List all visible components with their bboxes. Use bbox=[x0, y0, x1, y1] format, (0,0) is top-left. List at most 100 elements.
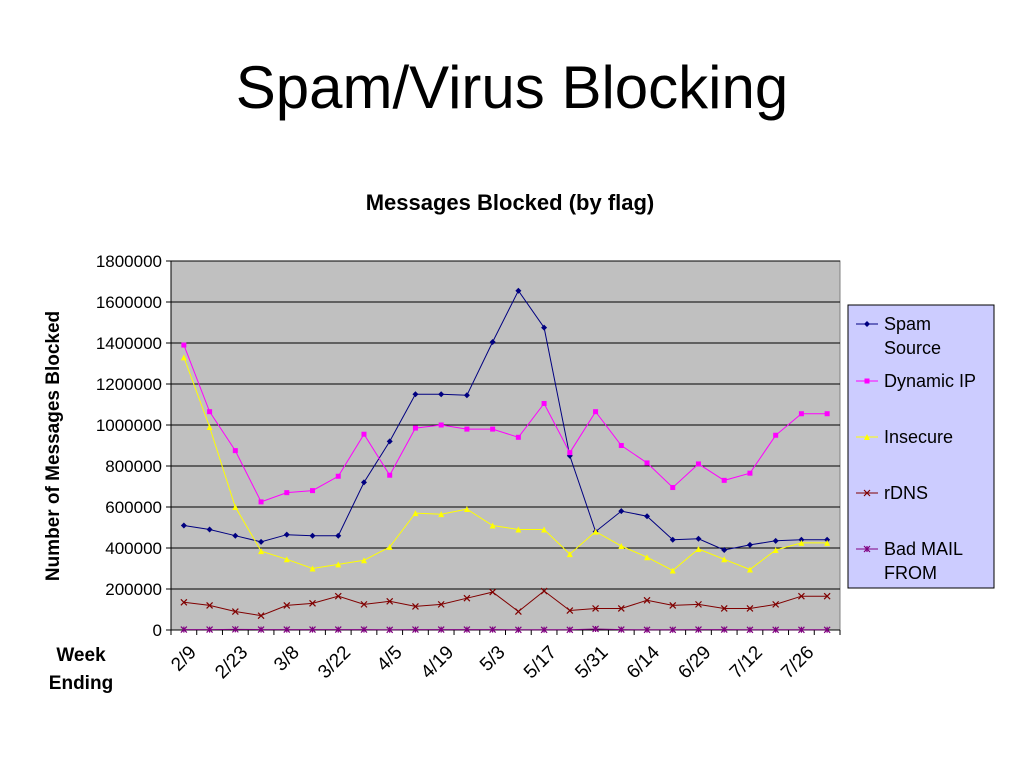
data-point bbox=[232, 448, 238, 454]
legend-entry: rDNS bbox=[856, 483, 928, 503]
data-point bbox=[617, 605, 625, 612]
x-tick-label: 5/17 bbox=[520, 642, 561, 683]
data-point bbox=[746, 626, 754, 634]
data-point bbox=[798, 536, 805, 543]
x-axis-label-line: Ending bbox=[49, 673, 113, 694]
data-point bbox=[360, 600, 368, 608]
y-tick-label: 800000 bbox=[105, 457, 162, 476]
data-point bbox=[180, 598, 188, 606]
data-point bbox=[864, 321, 870, 327]
data-point bbox=[309, 532, 316, 539]
y-tick-label: 1800000 bbox=[96, 252, 162, 271]
data-point bbox=[695, 600, 702, 608]
data-point bbox=[669, 536, 676, 543]
data-point bbox=[181, 342, 187, 348]
data-point bbox=[823, 626, 831, 634]
legend-label: Insecure bbox=[884, 427, 953, 447]
data-point bbox=[721, 547, 728, 554]
data-point bbox=[464, 426, 470, 432]
data-point bbox=[412, 425, 418, 431]
data-point bbox=[232, 504, 239, 510]
data-point bbox=[541, 400, 547, 406]
y-tick-label: 200000 bbox=[105, 580, 162, 599]
data-point bbox=[541, 526, 548, 533]
series-line bbox=[183, 357, 828, 572]
legend-label: Spam Source bbox=[884, 314, 941, 358]
data-point bbox=[412, 603, 419, 610]
gridlines bbox=[171, 260, 840, 590]
x-tick-label: 7/26 bbox=[777, 642, 818, 683]
data-point bbox=[695, 626, 702, 634]
data-point bbox=[361, 431, 367, 437]
x-axis-ticks: 2/9 2/23 3/8 3/22 4/5 4/19 5/3 5/17 5/31 6/14 6/29… bbox=[167, 629, 841, 683]
legend-entry: Bad MAIL FROM bbox=[856, 539, 963, 583]
data-point bbox=[823, 592, 831, 600]
data-point bbox=[258, 499, 264, 505]
data-point bbox=[232, 532, 239, 539]
data-point bbox=[309, 565, 316, 572]
data-point bbox=[669, 601, 677, 609]
data-point bbox=[180, 626, 188, 634]
data-point bbox=[721, 477, 727, 483]
x-axis-label: Week Ending bbox=[49, 645, 113, 694]
x-tick-label: 3/8 bbox=[270, 642, 304, 676]
data-point bbox=[360, 557, 367, 564]
data-point bbox=[489, 522, 496, 529]
data-point bbox=[437, 626, 445, 634]
data-point bbox=[863, 489, 871, 497]
data-point bbox=[540, 626, 548, 634]
data-point bbox=[772, 547, 779, 554]
data-point bbox=[386, 543, 393, 550]
data-point bbox=[334, 626, 342, 634]
legend: Spam Source Dynamic IP Insecure rDNS Bad MAIL… bbox=[847, 304, 995, 589]
data-point bbox=[335, 532, 342, 539]
data-point bbox=[540, 587, 548, 595]
legend-box bbox=[847, 304, 995, 589]
series-line bbox=[183, 289, 828, 551]
data-point bbox=[490, 426, 496, 432]
data-point bbox=[695, 546, 702, 553]
data-point bbox=[567, 450, 573, 456]
data-point bbox=[206, 601, 214, 609]
data-point bbox=[864, 434, 870, 440]
data-point bbox=[360, 479, 367, 486]
data-point bbox=[618, 443, 624, 448]
data-point bbox=[618, 508, 625, 515]
y-tick-label: 600000 bbox=[105, 498, 162, 517]
data-point bbox=[463, 392, 470, 399]
data-point bbox=[309, 599, 316, 607]
data-point bbox=[438, 391, 445, 398]
data-point bbox=[541, 324, 548, 331]
data-point bbox=[489, 588, 497, 596]
data-point bbox=[772, 537, 779, 544]
data-point bbox=[670, 485, 676, 491]
data-point bbox=[231, 608, 239, 615]
data-point bbox=[310, 488, 316, 494]
data-point bbox=[257, 612, 265, 620]
data-point bbox=[463, 626, 471, 634]
data-point bbox=[798, 411, 804, 417]
data-point bbox=[514, 626, 522, 634]
data-point bbox=[257, 626, 265, 634]
series-rdns bbox=[180, 587, 831, 620]
data-point bbox=[643, 626, 651, 634]
data-point bbox=[720, 605, 728, 612]
data-point bbox=[864, 378, 870, 384]
data-point bbox=[515, 287, 522, 294]
data-point bbox=[335, 561, 342, 568]
data-point bbox=[463, 506, 470, 513]
data-point bbox=[746, 541, 753, 548]
y-tick-label: 1600000 bbox=[96, 293, 162, 312]
data-point bbox=[797, 626, 805, 634]
data-point bbox=[206, 626, 214, 634]
data-point bbox=[258, 548, 265, 555]
data-point bbox=[180, 354, 187, 361]
legend-label: Dynamic IP bbox=[884, 371, 976, 391]
data-point bbox=[387, 472, 393, 478]
data-point bbox=[824, 539, 831, 546]
data-point bbox=[360, 626, 368, 634]
legend-entry: Dynamic IP bbox=[856, 371, 976, 391]
data-point bbox=[824, 536, 831, 543]
data-point bbox=[515, 526, 522, 533]
